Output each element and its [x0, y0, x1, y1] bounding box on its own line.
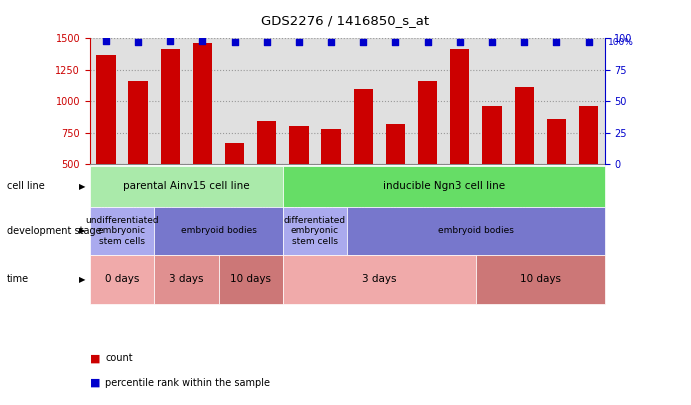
- Text: 0 days: 0 days: [105, 275, 139, 284]
- Bar: [257, 122, 276, 227]
- Text: ▶: ▶: [79, 275, 86, 284]
- Bar: [160, 49, 180, 227]
- Text: count: count: [105, 354, 133, 363]
- Bar: [579, 106, 598, 227]
- Bar: [386, 124, 405, 227]
- Point: [390, 39, 401, 45]
- Point: [486, 39, 498, 45]
- Bar: [96, 55, 115, 227]
- Text: ■: ■: [90, 354, 100, 363]
- Point: [164, 38, 176, 44]
- Point: [551, 39, 562, 45]
- Point: [519, 39, 530, 45]
- Text: 3 days: 3 days: [362, 275, 397, 284]
- Text: undifferentiated
embryonic
stem cells: undifferentiated embryonic stem cells: [85, 216, 159, 246]
- Bar: [450, 49, 469, 227]
- Text: differentiated
embryonic
stem cells: differentiated embryonic stem cells: [284, 216, 346, 246]
- Bar: [515, 87, 534, 227]
- Point: [100, 38, 111, 44]
- Bar: [418, 81, 437, 227]
- Text: percentile rank within the sample: percentile rank within the sample: [105, 378, 270, 388]
- Point: [133, 39, 144, 45]
- Text: ■: ■: [90, 378, 100, 388]
- Bar: [290, 126, 309, 227]
- Text: time: time: [7, 275, 29, 284]
- Text: GDS2276 / 1416850_s_at: GDS2276 / 1416850_s_at: [261, 14, 430, 27]
- Bar: [129, 81, 148, 227]
- Text: parental Ainv15 cell line: parental Ainv15 cell line: [123, 181, 249, 191]
- Text: embryoid bodies: embryoid bodies: [438, 226, 514, 235]
- Point: [294, 39, 305, 45]
- Text: 3 days: 3 days: [169, 275, 204, 284]
- Text: 10 days: 10 days: [230, 275, 271, 284]
- Point: [583, 39, 594, 45]
- Point: [422, 39, 433, 45]
- Point: [454, 39, 465, 45]
- Bar: [482, 106, 502, 227]
- Bar: [193, 43, 212, 227]
- Text: cell line: cell line: [7, 181, 45, 191]
- Text: ▶: ▶: [79, 226, 86, 235]
- Bar: [547, 119, 566, 227]
- Bar: [354, 90, 373, 227]
- Text: inducible Ngn3 cell line: inducible Ngn3 cell line: [383, 181, 505, 191]
- Bar: [225, 143, 244, 227]
- Text: 10 days: 10 days: [520, 275, 561, 284]
- Point: [325, 39, 337, 45]
- Point: [261, 39, 272, 45]
- Text: 100%: 100%: [608, 38, 634, 47]
- Bar: [321, 130, 341, 227]
- Text: development stage: development stage: [7, 226, 102, 236]
- Point: [358, 39, 369, 45]
- Point: [229, 39, 240, 45]
- Text: ▶: ▶: [79, 182, 86, 191]
- Text: embryoid bodies: embryoid bodies: [180, 226, 256, 235]
- Point: [197, 38, 208, 44]
